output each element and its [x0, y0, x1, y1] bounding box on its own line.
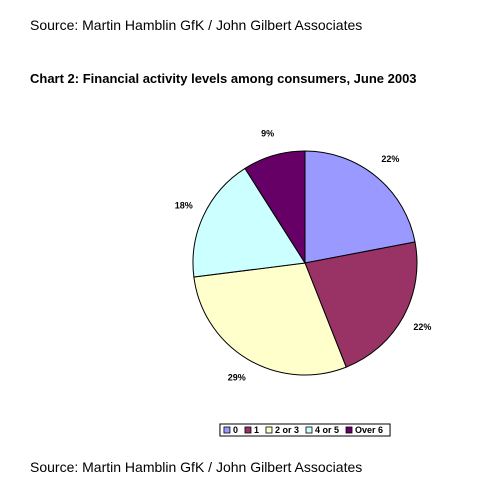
pie-slice — [244, 150, 306, 265]
slice-label: 22% — [381, 154, 399, 164]
pie: 22% 22% 29% 18% 9% — [175, 129, 432, 383]
source-bottom: Source: Martin Hamblin GfK / John Gilber… — [30, 459, 362, 475]
legend-swatch — [265, 426, 273, 434]
source-top: Source: Martin Hamblin GfK / John Gilber… — [30, 17, 362, 33]
legend-swatch — [345, 426, 353, 434]
legend: 0 1 2 or 3 4 or 5 Over 6 — [219, 423, 391, 437]
legend-label: 4 or 5 — [315, 425, 339, 435]
legend-label: 1 — [254, 425, 259, 435]
slice-label: 29% — [228, 373, 246, 383]
slice-label: 9% — [261, 129, 274, 139]
chart-title: Chart 2: Financial activity levels among… — [30, 71, 417, 86]
pie-slice — [192, 167, 306, 278]
legend-swatch — [244, 426, 252, 434]
legend-label: 0 — [233, 425, 238, 435]
pie-slice — [193, 262, 347, 376]
pie-slice — [304, 150, 416, 264]
slice-label: 22% — [413, 322, 431, 332]
legend-label: Over 6 — [355, 425, 383, 435]
legend-label: 2 or 3 — [275, 425, 299, 435]
slice-label: 18% — [175, 200, 193, 210]
legend-swatch — [305, 426, 313, 434]
pie-slice — [304, 241, 418, 368]
legend-swatch — [223, 426, 231, 434]
